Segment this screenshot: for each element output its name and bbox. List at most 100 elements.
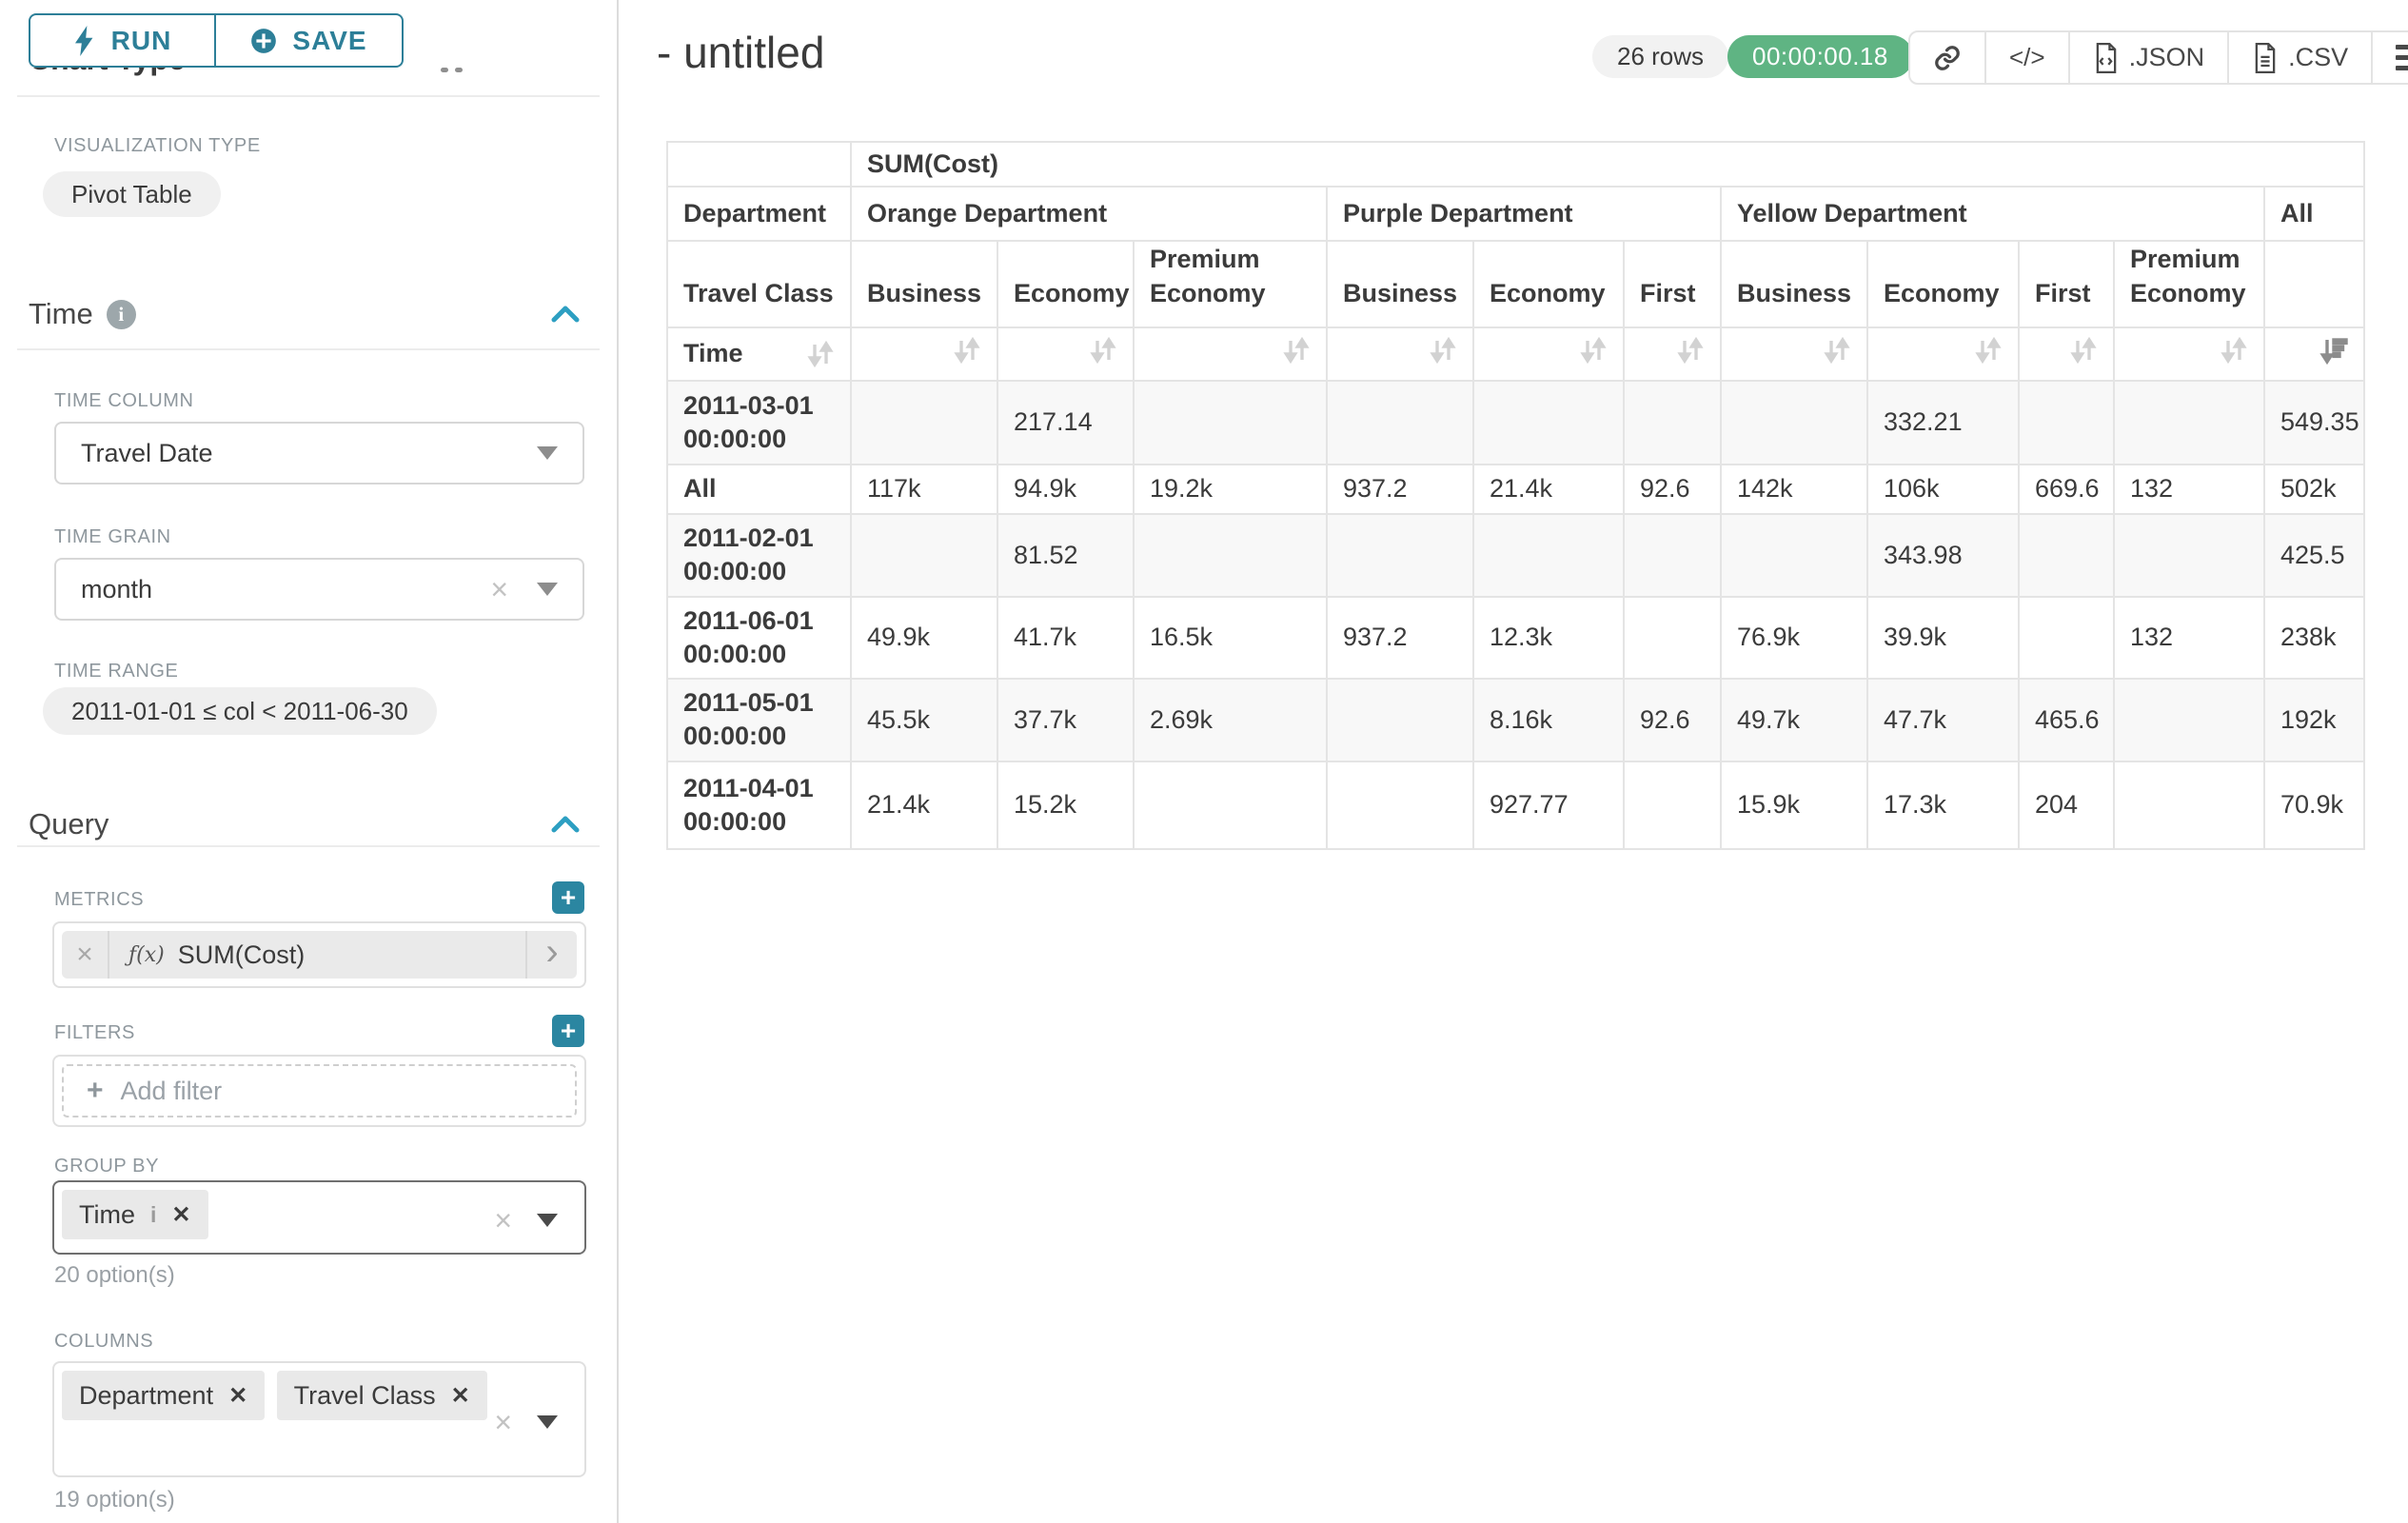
value-cell: 15.2k — [997, 762, 1134, 849]
pivot-table: SUM(Cost)DepartmentOrange DepartmentPurp… — [666, 141, 2365, 850]
value-cell: 94.9k — [997, 465, 1134, 514]
time-range-pill[interactable]: 2011-01-01 ≤ col < 2011-06-30 — [43, 687, 437, 735]
value-cell: 937.2 — [1327, 597, 1473, 679]
pill-info-icon[interactable]: i — [150, 1202, 156, 1228]
value-cell: 49.9k — [851, 597, 997, 679]
value-cell: 106k — [1867, 465, 2019, 514]
sort-icon[interactable] — [1282, 336, 1311, 365]
time-grain-select[interactable]: month × — [54, 558, 584, 621]
info-icon[interactable]: i — [107, 300, 136, 329]
export-csv-button[interactable]: .CSV — [2229, 32, 2373, 83]
sort-icon[interactable] — [2220, 336, 2248, 365]
value-cell — [851, 381, 997, 465]
value-cell — [1327, 679, 1473, 762]
value-cell: 2.69k — [1134, 679, 1327, 762]
control-panel-sidebar: Chart Type RUN SAVE VISUALIZATION TYPE P… — [0, 0, 619, 1523]
sort-icon[interactable] — [1676, 336, 1705, 365]
metrics-label: METRICS — [54, 889, 144, 911]
value-cell: 37.7k — [997, 679, 1134, 762]
chevron-down-icon[interactable] — [537, 1214, 558, 1227]
department-group-header: All — [2264, 187, 2364, 241]
pill-remove-icon[interactable]: ✕ — [451, 1382, 470, 1410]
department-group-header: Orange Department — [851, 187, 1327, 241]
explore-page: Chart Type RUN SAVE VISUALIZATION TYPE P… — [0, 0, 2408, 1523]
value-cell — [1327, 762, 1473, 849]
embed-code-button[interactable]: </> — [1986, 32, 2070, 83]
add-filter-plus-button[interactable]: + — [552, 1015, 584, 1047]
column-dimension-label: Department — [667, 187, 851, 241]
query-duration-badge: 00:00:00.18 — [1727, 35, 1913, 78]
sort-icon[interactable] — [1089, 336, 1117, 365]
value-cell: 16.5k — [1134, 597, 1327, 679]
value-cell: 117k — [851, 465, 997, 514]
value-cell — [1473, 514, 1624, 597]
value-cell — [1134, 381, 1327, 465]
chevron-down-icon[interactable] — [537, 1415, 558, 1429]
hamburger-icon — [2396, 45, 2408, 70]
visualization-type-pill[interactable]: Pivot Table — [43, 171, 221, 217]
metric-item[interactable]: × ƒ(x) SUM(Cost) › — [62, 931, 577, 979]
value-cell — [1134, 762, 1327, 849]
sort-header-cell — [1473, 327, 1624, 381]
copy-link-button[interactable] — [1910, 32, 1986, 83]
group-by-label: GROUP BY — [54, 1156, 159, 1177]
value-cell: 502k — [2264, 465, 2364, 514]
value-cell — [1624, 514, 1721, 597]
columns-pill[interactable]: Travel Class ✕ — [277, 1371, 487, 1420]
chevron-right-icon[interactable]: › — [525, 931, 577, 979]
value-cell: 41.7k — [997, 597, 1134, 679]
group-by-pill[interactable]: Time i ✕ — [62, 1190, 208, 1239]
pill-remove-icon[interactable]: ✕ — [228, 1382, 247, 1410]
clear-icon[interactable]: × — [494, 1407, 512, 1437]
clear-icon[interactable]: × — [494, 1205, 512, 1236]
export-toolbar: </> .JSON .CSV — [1908, 30, 2408, 85]
collapse-chevron-up-icon[interactable] — [548, 303, 582, 326]
department-group-header: Yellow Department — [1721, 187, 2264, 241]
plus-icon: + — [87, 1075, 104, 1107]
remove-metric-icon[interactable]: × — [62, 931, 109, 979]
value-cell: 132 — [2114, 465, 2264, 514]
chart-title[interactable]: - untitled — [657, 27, 824, 78]
columns-select[interactable]: Department ✕ Travel Class ✕ × — [52, 1361, 586, 1477]
sort-icon[interactable] — [1429, 336, 1457, 365]
columns-options-note: 19 option(s) — [54, 1487, 175, 1513]
sort-header-cell — [1624, 327, 1721, 381]
sort-icon[interactable] — [1974, 336, 2003, 365]
value-cell: 15.9k — [1721, 762, 1867, 849]
clear-icon[interactable]: × — [490, 574, 508, 604]
collapse-chevron-up-icon[interactable] — [548, 813, 582, 836]
value-cell: 21.4k — [851, 762, 997, 849]
value-cell — [1327, 381, 1473, 465]
save-button[interactable]: SAVE — [216, 13, 404, 68]
value-cell: 49.7k — [1721, 679, 1867, 762]
divider — [17, 348, 600, 350]
value-cell: 39.9k — [1867, 597, 2019, 679]
add-metric-button[interactable]: + — [552, 881, 584, 914]
metric-header-cell: SUM(Cost) — [851, 142, 2364, 187]
divider — [17, 95, 600, 97]
group-by-select[interactable]: Time i ✕ × — [52, 1180, 586, 1255]
value-cell: 343.98 — [1867, 514, 2019, 597]
chevron-down-icon — [537, 446, 558, 460]
sort-icon[interactable] — [1823, 336, 1851, 365]
run-button[interactable]: RUN — [29, 13, 216, 68]
sort-icon[interactable] — [2069, 336, 2098, 365]
sort-icon[interactable] — [1579, 336, 1608, 365]
row-header-cell: 2011-05-01 00:00:00 — [667, 679, 851, 762]
travel-class-header — [2264, 241, 2364, 327]
export-json-button[interactable]: .JSON — [2070, 32, 2230, 83]
link-icon — [1933, 44, 1962, 72]
add-filter-button[interactable]: + Add filter — [62, 1064, 577, 1118]
visualization-type-label: VISUALIZATION TYPE — [54, 135, 261, 157]
columns-pill[interactable]: Department ✕ — [62, 1371, 265, 1420]
menu-button[interactable] — [2373, 32, 2408, 83]
pivot-table-container: SUM(Cost)DepartmentOrange DepartmentPurp… — [666, 141, 2365, 850]
sort-desc-icon[interactable] — [2319, 336, 2348, 365]
run-save-button-group: RUN SAVE — [29, 13, 404, 68]
pill-remove-icon[interactable]: ✕ — [171, 1201, 190, 1229]
sort-icon[interactable] — [806, 340, 835, 368]
value-cell: 238k — [2264, 597, 2364, 679]
time-column-select[interactable]: Travel Date — [54, 422, 584, 485]
sort-icon[interactable] — [953, 336, 981, 365]
value-cell: 8.16k — [1473, 679, 1624, 762]
